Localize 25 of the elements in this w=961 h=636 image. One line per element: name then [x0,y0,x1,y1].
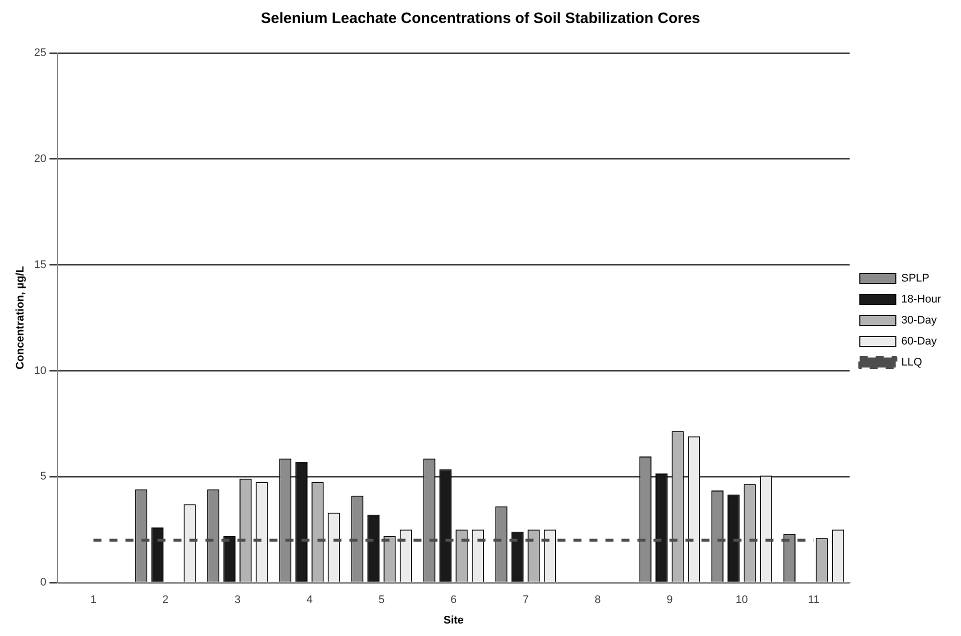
y-tick-label: 25 [34,47,46,60]
legend-label: 60-Day [901,336,938,348]
x-tick-label: 9 [666,594,673,606]
legend-label: 18-Hour [901,294,942,306]
y-tick-label: 15 [34,258,46,271]
x-tick-label: 5 [378,594,385,606]
y-tick-label: 0 [40,576,46,589]
x-tick-label: 8 [594,594,601,606]
chart-title: Selenium Leachate Concentrations of Soil Stabilization Cores [260,10,700,28]
y-tick-label: 5 [40,470,46,483]
y-axis-title: Concentration, µg/L [14,266,27,370]
x-axis-title: Site [444,614,464,626]
y-tick-label: 10 [34,364,46,377]
x-tick-label: 4 [306,594,313,606]
x-tick-label: 10 [736,594,748,606]
y-tick-label: 20 [34,152,46,165]
legend-label: 30-Day [901,314,938,327]
x-tick-label: 3 [234,594,241,606]
legend-label: LLQ [901,356,922,369]
x-tick-label: 2 [162,594,169,606]
x-tick-label: 6 [450,594,457,606]
legend-label: SPLP [901,272,930,285]
x-tick-label: 7 [522,594,529,606]
x-tick-label: 11 [808,594,820,606]
x-tick-label: 1 [90,594,97,606]
